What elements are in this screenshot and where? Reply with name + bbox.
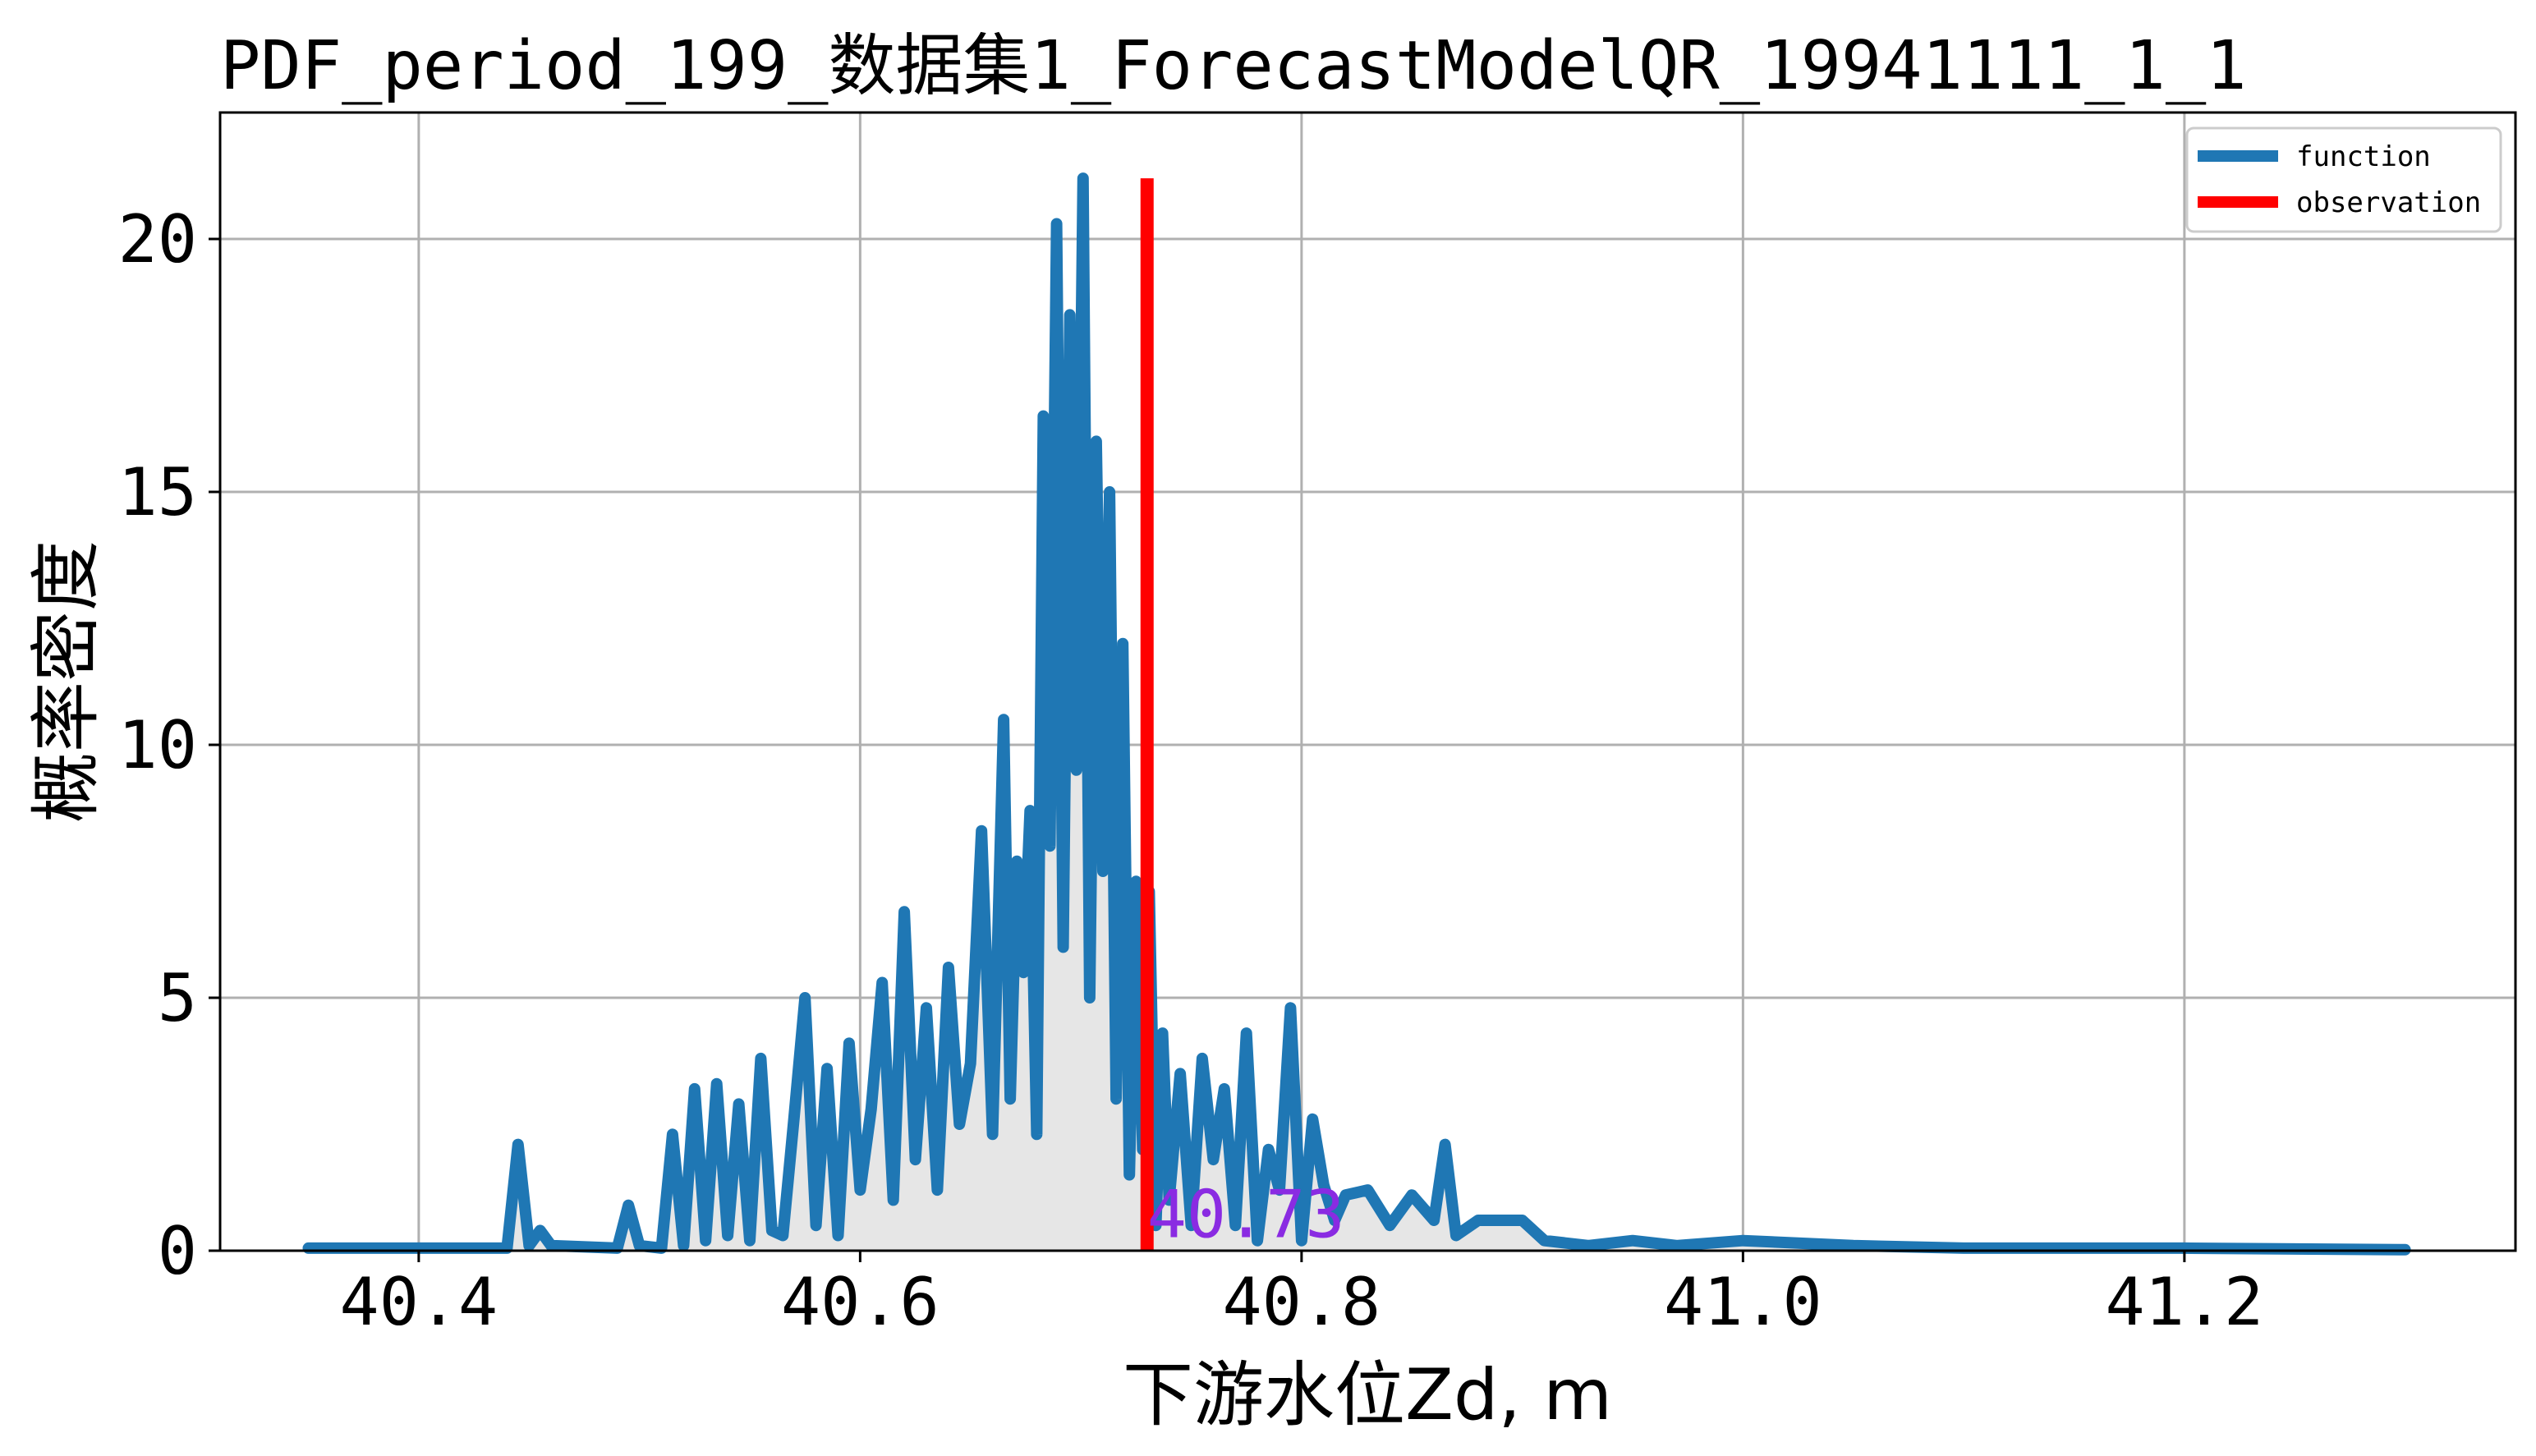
- chart-title: PDF_period_199_数据集1_ForecastModelQR_1994…: [220, 27, 2247, 105]
- y-tick-label: 0: [158, 1213, 197, 1289]
- x-tick-label: 41.2: [2106, 1264, 2264, 1340]
- x-tick-label: 41.0: [1664, 1264, 1822, 1340]
- y-axis-ticks: 0 5 10 15 20: [118, 201, 220, 1289]
- y-tick-label: 10: [118, 707, 197, 783]
- plot-frame: [218, 111, 2517, 1252]
- legend-label-function: function: [2296, 140, 2431, 173]
- x-tick-label: 40.8: [1223, 1264, 1381, 1340]
- y-tick-label: 15: [118, 454, 197, 530]
- y-tick-label: 20: [118, 201, 197, 278]
- x-axis-label: 下游水位Zd, m: [1123, 1354, 1612, 1436]
- pdf-fill-area: [308, 178, 2405, 1252]
- y-axis-label: 概率密度: [25, 540, 108, 823]
- x-tick-label: 40.6: [781, 1264, 940, 1340]
- observation-value-annotation: 40.73: [1147, 1177, 1345, 1253]
- y-tick-label: 5: [158, 960, 197, 1036]
- series-function-line: [302, 172, 2411, 1256]
- grid-lines: [220, 113, 2515, 1252]
- legend-label-observation: observation: [2296, 186, 2481, 219]
- x-tick-label: 40.4: [340, 1264, 498, 1340]
- legend: function observation: [2185, 126, 2502, 233]
- x-axis-ticks: 40.4 40.6 40.8 41.0 41.2: [340, 1251, 2264, 1340]
